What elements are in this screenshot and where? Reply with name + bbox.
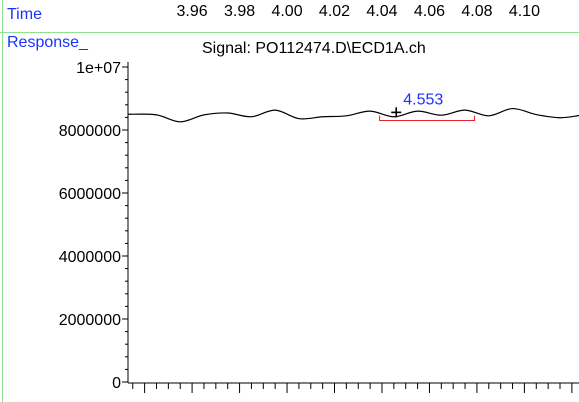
time-tick-label: 4.06: [413, 3, 446, 20]
time-tick-label: 4.04: [366, 3, 398, 20]
time-tick-label: 4.02: [318, 3, 351, 20]
y-tick-label: 2000000: [59, 312, 121, 329]
peak-label: 4.553: [403, 91, 443, 108]
time-tick-label: 4.00: [271, 3, 303, 20]
frame-left-border: [2, 0, 3, 402]
frame-top-border: [0, 32, 579, 33]
y-tick-label: 4000000: [59, 249, 121, 266]
response-axis-title: Response_: [7, 34, 88, 51]
y-tick-label: 1e+07: [76, 60, 121, 77]
time-axis-title: Time: [7, 6, 42, 23]
integration-baseline: [379, 115, 476, 122]
y-tick-label: 6000000: [59, 186, 121, 203]
time-tick-label: 4.08: [461, 3, 493, 20]
signal-title: Signal: PO112474.D\ECD1A.ch: [202, 40, 426, 57]
y-tick-label: 0: [112, 375, 121, 392]
time-tick-label: 3.98: [223, 3, 256, 20]
time-tick-label: 3.96: [176, 3, 208, 20]
y-tick-label: 8000000: [59, 123, 121, 140]
time-tick-label: 4.10: [508, 3, 540, 20]
time-tick-row: 3.96 3.98 4.00 4.02 4.04 4.06 4.08 4.10: [0, 0, 579, 30]
signal-trace-line: [127, 107, 579, 123]
